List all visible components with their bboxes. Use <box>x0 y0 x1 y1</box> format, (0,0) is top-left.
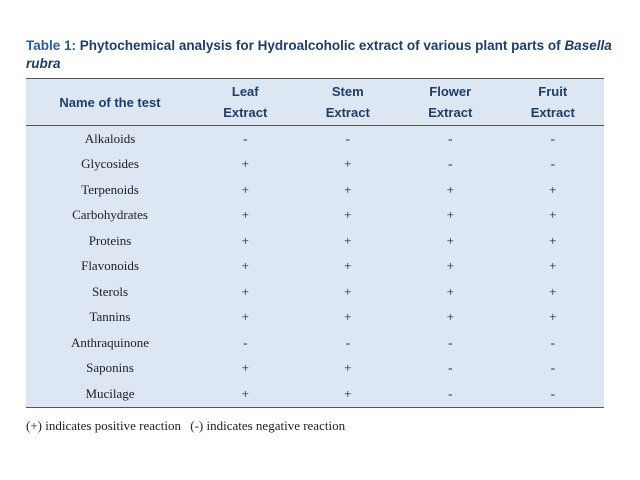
table-caption: Table 1: Phytochemical analysis for Hydr… <box>26 37 616 73</box>
table-row: Carbohydrates + + + + <box>26 203 604 229</box>
result-cell: - <box>345 130 350 146</box>
header-line-2: Extract <box>530 105 575 120</box>
test-name-cell: Mucilage <box>85 385 135 401</box>
table-row: Flavonoids + + + + <box>26 254 604 280</box>
result-cell: + <box>446 258 454 274</box>
result-cell: + <box>344 207 352 223</box>
table-row: Sterols + + + + <box>26 279 604 305</box>
header-line-1: Name of the test <box>59 94 161 110</box>
result-cell: - <box>243 130 248 146</box>
result-cell: + <box>344 360 352 376</box>
test-name-cell: Flavonoids <box>81 258 139 274</box>
test-name-cell: Alkaloids <box>84 130 136 146</box>
result-cell: + <box>344 283 352 299</box>
header-line-2: Extract <box>325 105 370 120</box>
result-cell: - <box>448 334 453 350</box>
footnote-negative: (-) indicates negative reaction <box>190 418 346 433</box>
header-column-1: Leaf Extract <box>194 79 297 126</box>
caption-label: Table 1: <box>26 38 77 53</box>
header-line-1: Stem <box>331 84 364 99</box>
header-line-2: Extract <box>428 105 473 120</box>
table-row: Alkaloids - - - - <box>26 126 604 152</box>
result-cell: + <box>344 232 352 248</box>
result-cell: + <box>344 181 352 197</box>
result-cell: - <box>243 334 248 350</box>
result-cell: + <box>241 385 249 401</box>
result-cell: + <box>241 283 249 299</box>
test-name-cell: Proteins <box>88 232 132 248</box>
result-cell: + <box>241 309 249 325</box>
header-column-2: Stem Extract <box>297 79 400 126</box>
result-cell: + <box>446 283 454 299</box>
header-line-1: Flower <box>429 84 472 99</box>
result-cell: + <box>241 258 249 274</box>
result-cell: + <box>446 232 454 248</box>
table-row: Proteins + + + + <box>26 228 604 254</box>
result-cell: - <box>448 130 453 146</box>
test-name-cell: Terpenoids <box>81 181 139 197</box>
result-cell: - <box>550 385 555 401</box>
result-cell: - <box>550 156 555 172</box>
result-cell: + <box>344 385 352 401</box>
phytochemical-table: Name of the test Leaf Extract Stem Extract Fl… <box>26 78 604 408</box>
result-cell: + <box>241 181 249 197</box>
result-cell: + <box>241 207 249 223</box>
result-cell: + <box>549 283 557 299</box>
result-cell: - <box>550 130 555 146</box>
result-cell: - <box>448 385 453 401</box>
result-cell: + <box>549 309 557 325</box>
result-cell: + <box>549 258 557 274</box>
table-row: Terpenoids + + + + <box>26 177 604 203</box>
result-cell: + <box>446 207 454 223</box>
table-row: Mucilage + + - - <box>26 381 604 407</box>
result-cell: - <box>345 334 350 350</box>
result-cell: + <box>446 181 454 197</box>
header-line-2: Extract <box>223 105 268 120</box>
test-name-cell: Anthraquinone <box>71 334 149 350</box>
table-row: Glycosides + + - - <box>26 152 604 178</box>
table-row: Saponins + + - - <box>26 356 604 382</box>
table-row: Tannins + + + + <box>26 305 604 331</box>
table-body: Alkaloids - - - - Glycosides + + - - Terpenoids + + +… <box>26 126 604 407</box>
result-cell: + <box>549 181 557 197</box>
result-cell: + <box>549 207 557 223</box>
test-name-cell: Sterols <box>91 283 129 299</box>
result-cell: - <box>550 360 555 376</box>
result-cell: - <box>550 334 555 350</box>
table-row: Anthraquinone - - - - <box>26 330 604 356</box>
result-cell: + <box>344 309 352 325</box>
test-name-cell: Saponins <box>86 360 134 376</box>
result-cell: - <box>448 156 453 172</box>
result-cell: + <box>241 360 249 376</box>
test-name-cell: Carbohydrates <box>72 207 148 223</box>
result-cell: + <box>344 258 352 274</box>
result-cell: + <box>344 156 352 172</box>
result-cell: + <box>446 309 454 325</box>
table-header-row: Name of the test Leaf Extract Stem Extract Fl… <box>26 78 605 126</box>
footnote-positive: (+) indicates positive reaction <box>26 418 181 433</box>
header-column-4: Fruit Extract <box>502 79 605 126</box>
result-cell: + <box>241 232 249 248</box>
header-column-3: Flower Extract <box>399 79 502 126</box>
header-test-name: Name of the test <box>26 79 194 126</box>
test-name-cell: Glycosides <box>81 156 139 172</box>
header-line-1: Fruit <box>538 84 568 99</box>
result-cell: + <box>549 232 557 248</box>
header-line-1: Leaf <box>231 84 259 99</box>
test-name-cell: Tannins <box>89 309 131 325</box>
result-cell: - <box>448 360 453 376</box>
caption-text: Phytochemical analysis for Hydroalcoholi… <box>79 38 561 53</box>
caption-species: Basella rubra <box>26 38 612 71</box>
footnote: (+) indicates positive reaction (-) indi… <box>26 418 345 434</box>
result-cell: + <box>241 156 249 172</box>
